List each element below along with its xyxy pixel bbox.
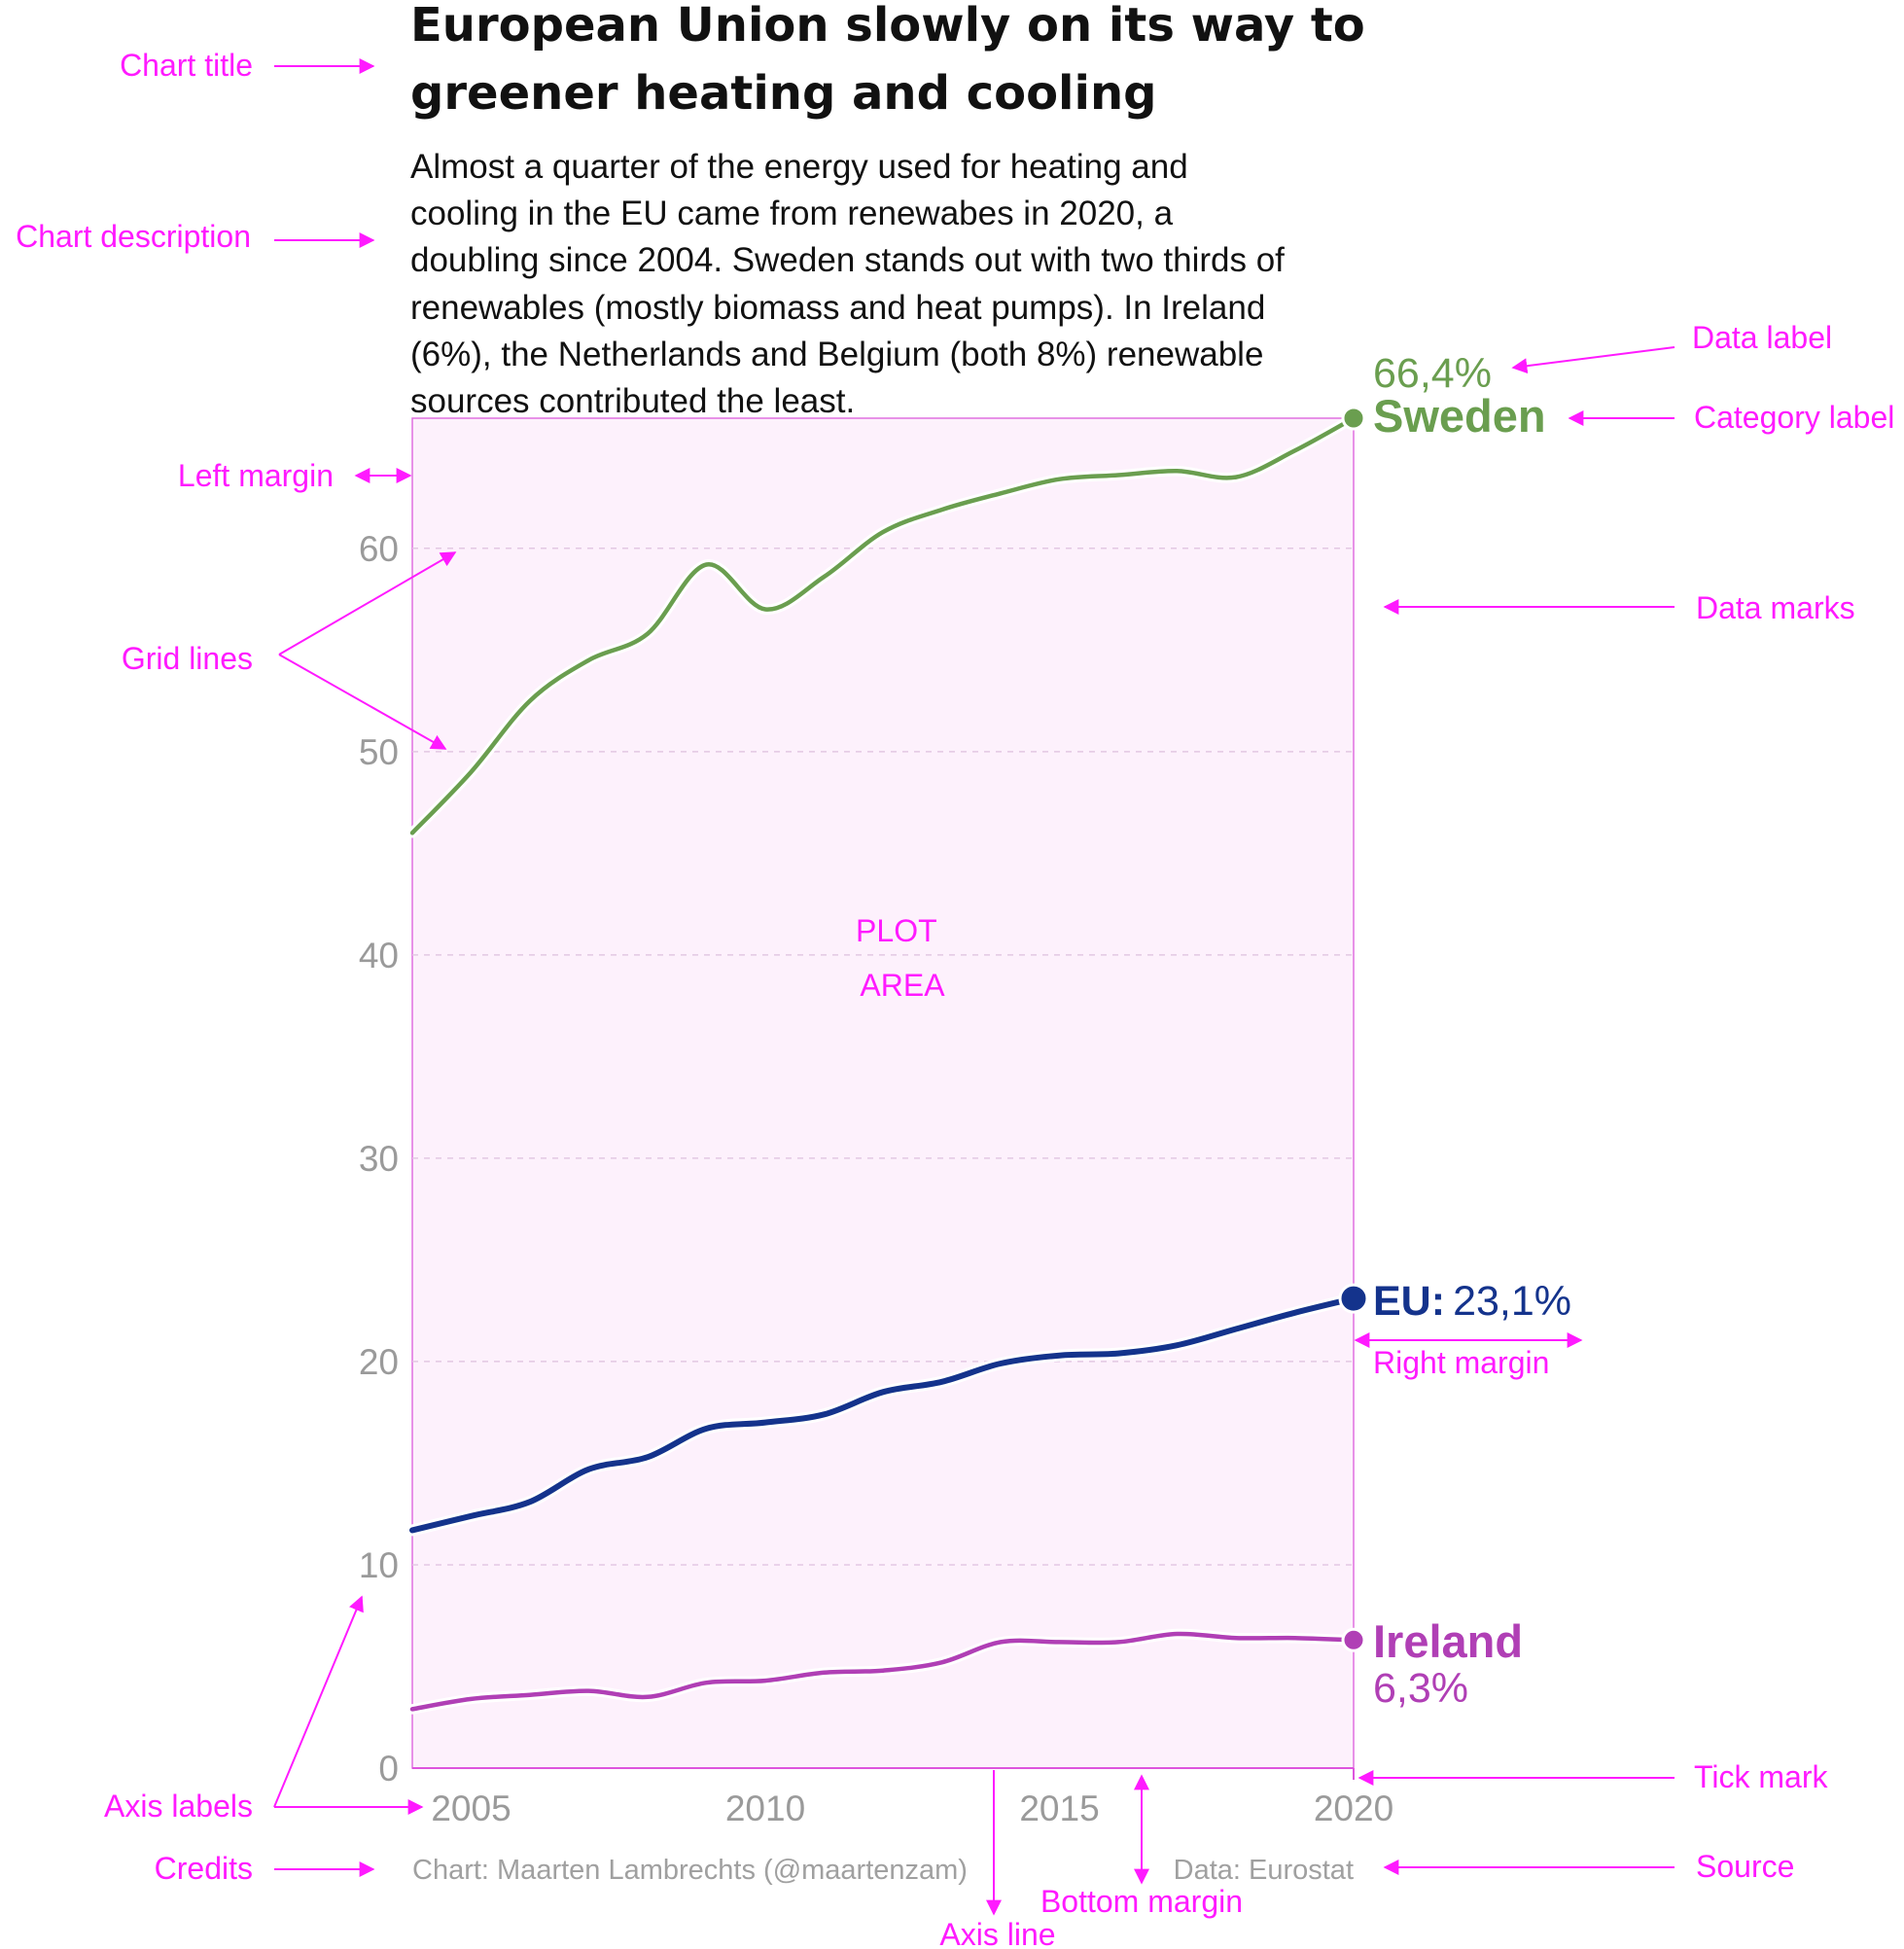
ireland-line xyxy=(409,1631,1357,1712)
annotation-axis-line: Axis line xyxy=(939,1917,1055,1949)
sweden-end-dot xyxy=(1341,406,1366,431)
source: Data: Eurostat xyxy=(1174,1855,1354,1886)
annotation-right-margin: Right margin xyxy=(1373,1345,1549,1380)
eu-line xyxy=(409,1295,1357,1534)
x-tick-label-2020: 2020 xyxy=(1314,1789,1393,1828)
annotation-tick-mark: Tick mark xyxy=(1694,1759,1828,1794)
credits: Chart: Maarten Lambrechts (@maartenzam) xyxy=(412,1855,968,1886)
y-axis-tick-labels: 0 10 20 30 40 50 60 xyxy=(359,529,399,1789)
annotation-grid-lines: Grid lines xyxy=(122,641,253,676)
grid-lines xyxy=(412,548,1354,1566)
annotation-chart-title: Chart title xyxy=(120,48,253,83)
annotation-data-label: Data label xyxy=(1692,320,1832,355)
annotation-category-label: Category label xyxy=(1694,400,1894,435)
y-tick-label-30: 30 xyxy=(359,1139,399,1179)
annotation-credits: Credits xyxy=(155,1851,253,1886)
annotation-plot-area: PLOT AREA xyxy=(856,913,945,1003)
sweden-line xyxy=(409,415,1357,835)
ireland-end-dot xyxy=(1341,1627,1366,1652)
chart-title: European Union slowly on its way to gree… xyxy=(410,0,1382,121)
annotation-bottom-margin: Bottom margin xyxy=(1040,1884,1243,1919)
sweden-value-label: 66,4% xyxy=(1373,350,1492,397)
y-tick-label-40: 40 xyxy=(359,936,399,975)
eu-label: EU: 23,1% xyxy=(1373,1278,1571,1325)
ireland-value-label: 6,3% xyxy=(1373,1665,1468,1712)
sweden-category-label: Sweden xyxy=(1373,390,1546,442)
eu-end-dot xyxy=(1338,1283,1369,1314)
x-tick-label-2010: 2010 xyxy=(725,1789,805,1828)
annotation-source: Source xyxy=(1696,1849,1794,1884)
highlighted-series xyxy=(406,406,1369,1715)
x-tick-label-2005: 2005 xyxy=(431,1789,511,1828)
y-tick-label-10: 10 xyxy=(359,1545,399,1585)
annotation-left-margin: Left margin xyxy=(178,458,334,493)
y-tick-label-60: 60 xyxy=(359,529,399,569)
annotation-layer: Chart title Chart description Left margi… xyxy=(16,48,1894,1949)
chart-description: Almost a quarter of the energy used for … xyxy=(410,148,1294,420)
plot-area xyxy=(411,417,1355,1769)
annotation-axis-labels: Axis labels xyxy=(104,1789,253,1824)
annotation-data-marks: Data marks xyxy=(1696,590,1855,625)
y-tick-label-50: 50 xyxy=(359,732,399,772)
y-tick-label-0: 0 xyxy=(378,1749,399,1789)
x-tick-label-2015: 2015 xyxy=(1019,1789,1099,1828)
annotation-chart-description: Chart description xyxy=(16,219,251,254)
x-axis-tick-labels: 2005 2010 2015 2020 xyxy=(431,1789,1393,1828)
y-tick-label-20: 20 xyxy=(359,1342,399,1382)
ireland-category-label: Ireland xyxy=(1373,1615,1523,1667)
